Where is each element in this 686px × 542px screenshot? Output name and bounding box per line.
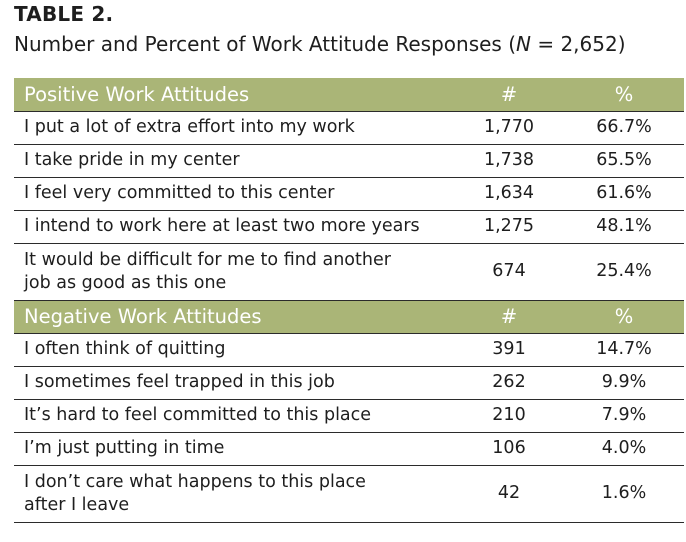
statement-cell: It’s hard to feel committed to this plac… xyxy=(14,399,454,433)
table-label: TABLE 2. xyxy=(14,2,114,26)
table-row: I put a lot of extra effort into my work… xyxy=(14,111,684,145)
percent-cell: 48.1% xyxy=(564,210,684,244)
caption-n-symbol: N xyxy=(516,32,531,56)
percent-cell: 9.9% xyxy=(564,366,684,400)
count-cell: 210 xyxy=(454,399,564,433)
table-row: It would be difficult for me to find ano… xyxy=(14,243,684,301)
table-row: I sometimes feel trapped in this job 262… xyxy=(14,366,684,400)
count-cell: 1,634 xyxy=(454,177,564,211)
percent-cell: 61.6% xyxy=(564,177,684,211)
caption-suffix: = 2,652) xyxy=(530,32,626,56)
count-column-header: # xyxy=(454,300,564,334)
count-column-header: # xyxy=(454,78,564,112)
statement-cell: I intend to work here at least two more … xyxy=(14,210,454,244)
statement-cell: I don’t care what happens to this place … xyxy=(14,465,454,523)
table-row: I intend to work here at least two more … xyxy=(14,210,684,244)
statement-line: I don’t care what happens to this place xyxy=(24,471,366,492)
statement-cell: I sometimes feel trapped in this job xyxy=(14,366,454,400)
statement-line: job as good as this one xyxy=(24,272,227,293)
negative-section-header: Negative Work Attitudes # % xyxy=(14,300,684,334)
work-attitudes-table: Positive Work Attitudes # % I put a lot … xyxy=(14,78,684,523)
percent-cell: 65.5% xyxy=(564,144,684,178)
statement-cell: I often think of quitting xyxy=(14,333,454,367)
percent-cell: 25.4% xyxy=(564,243,684,301)
table-row: I’m just putting in time 106 4.0% xyxy=(14,432,684,466)
statement-line: after I leave xyxy=(24,494,130,515)
percent-column-header: % xyxy=(564,300,684,334)
percent-cell: 66.7% xyxy=(564,111,684,145)
table-row: I feel very committed to this center 1,6… xyxy=(14,177,684,211)
count-cell: 1,738 xyxy=(454,144,564,178)
table-caption: Number and Percent of Work Attitude Resp… xyxy=(14,32,626,56)
percent-cell: 14.7% xyxy=(564,333,684,367)
caption-prefix: Number and Percent of Work Attitude Resp… xyxy=(14,32,517,56)
statement-line: It would be difficult for me to find ano… xyxy=(24,249,391,270)
percent-cell: 7.9% xyxy=(564,399,684,433)
count-cell: 42 xyxy=(454,465,564,523)
count-cell: 106 xyxy=(454,432,564,466)
statement-cell: I take pride in my center xyxy=(14,144,454,178)
table-row: I don’t care what happens to this place … xyxy=(14,465,684,523)
table-row: It’s hard to feel committed to this plac… xyxy=(14,399,684,433)
statement-cell: I put a lot of extra effort into my work xyxy=(14,111,454,145)
table-row: I often think of quitting 391 14.7% xyxy=(14,333,684,367)
count-cell: 391 xyxy=(454,333,564,367)
count-cell: 674 xyxy=(454,243,564,301)
percent-cell: 4.0% xyxy=(564,432,684,466)
negative-section-heading: Negative Work Attitudes xyxy=(14,300,454,334)
percent-cell: 1.6% xyxy=(564,465,684,523)
positive-section-heading: Positive Work Attitudes xyxy=(14,78,454,112)
count-cell: 1,770 xyxy=(454,111,564,145)
statement-cell: It would be difficult for me to find ano… xyxy=(14,243,454,301)
count-cell: 262 xyxy=(454,366,564,400)
statement-cell: I feel very committed to this center xyxy=(14,177,454,211)
statement-cell: I’m just putting in time xyxy=(14,432,454,466)
positive-section-header: Positive Work Attitudes # % xyxy=(14,78,684,112)
count-cell: 1,275 xyxy=(454,210,564,244)
table-row: I take pride in my center 1,738 65.5% xyxy=(14,144,684,178)
percent-column-header: % xyxy=(564,78,684,112)
